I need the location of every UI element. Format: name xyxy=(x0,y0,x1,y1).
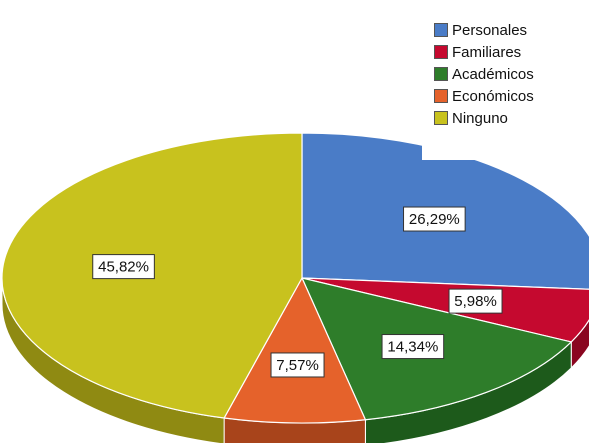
legend-swatch-academicos xyxy=(434,67,448,81)
data-label-personales: 26,29% xyxy=(409,211,460,228)
pie-slices xyxy=(1,132,589,424)
legend-item-academicos: Académicos xyxy=(434,64,534,84)
legend-label-ninguno: Ninguno xyxy=(452,109,508,127)
legend-swatch-ninguno xyxy=(434,111,448,125)
data-label-academicos: 14,34% xyxy=(387,339,438,356)
legend-swatch-personales xyxy=(434,23,448,37)
legend-swatch-familiares xyxy=(434,45,448,59)
data-label-economicos: 7,57% xyxy=(276,357,319,374)
data-label-box-ninguno xyxy=(92,254,155,280)
legend-label-personales: Personales xyxy=(452,21,528,39)
pie-data-labels: 26,29% 5,98% 14,34% 7,57% 45,82% xyxy=(92,206,503,378)
data-label-box-familiares xyxy=(448,288,503,314)
legend-swatch-economicos xyxy=(434,89,448,103)
legend-item-ninguno: Ninguno xyxy=(434,108,508,128)
data-label-box-academicos xyxy=(381,334,445,360)
legend-item-familiares: Familiares xyxy=(434,42,521,62)
legend-label-familiares: Familiares xyxy=(452,43,522,61)
data-label-box-economicos xyxy=(270,352,325,378)
legend-label-academicos: Académicos xyxy=(452,65,534,83)
legend-item-economicos: Económicos xyxy=(434,86,534,106)
data-label-familiares: 5,98% xyxy=(454,293,497,310)
pie-slice-economicos xyxy=(223,276,367,424)
legend-label-economicos: Económicos xyxy=(452,87,534,105)
legend-item-personales: Personales xyxy=(434,20,527,40)
data-label-box-personales xyxy=(403,206,466,232)
legend: Personales Familiares Académicos Económi… xyxy=(422,10,589,160)
data-label-ninguno: 45,82% xyxy=(98,259,149,276)
